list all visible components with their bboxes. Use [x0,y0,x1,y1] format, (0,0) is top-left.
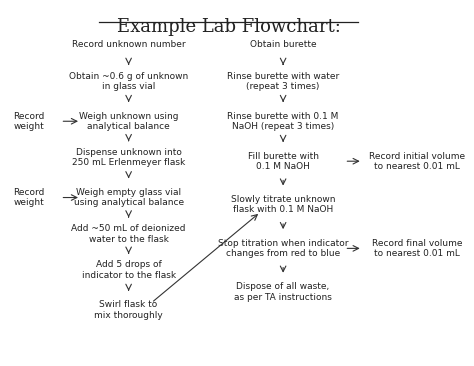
Text: Slowly titrate unknown
flask with 0.1 M NaOH: Slowly titrate unknown flask with 0.1 M … [231,195,336,214]
Text: Rinse burette with water
(repeat 3 times): Rinse burette with water (repeat 3 times… [227,72,339,91]
Text: Add ~50 mL of deionized
water to the flask: Add ~50 mL of deionized water to the fla… [72,224,186,243]
Text: Example Lab Flowchart:: Example Lab Flowchart: [117,18,340,36]
Text: Weigh unknown using
analytical balance: Weigh unknown using analytical balance [79,112,178,131]
Text: Dispense unknown into
250 mL Erlenmeyer flask: Dispense unknown into 250 mL Erlenmeyer … [72,148,185,167]
Text: Add 5 drops of
indicator to the flask: Add 5 drops of indicator to the flask [82,261,176,280]
Text: Weigh empty glass vial
using analytical balance: Weigh empty glass vial using analytical … [73,188,184,207]
Text: Record initial volume
to nearest 0.01 mL: Record initial volume to nearest 0.01 mL [369,152,465,171]
Text: Dispose of all waste,
as per TA instructions: Dispose of all waste, as per TA instruct… [234,282,332,302]
Text: Record
weight: Record weight [13,112,45,131]
Text: Obtain ~0.6 g of unknown
in glass vial: Obtain ~0.6 g of unknown in glass vial [69,72,188,91]
Text: Obtain burette: Obtain burette [250,41,317,49]
Text: Record final volume
to nearest 0.01 mL: Record final volume to nearest 0.01 mL [372,239,463,258]
Text: Stop titration when indicator
changes from red to blue: Stop titration when indicator changes fr… [218,239,348,258]
Text: Record unknown number: Record unknown number [72,41,185,49]
Text: Record
weight: Record weight [13,188,45,207]
Text: Swirl flask to
mix thoroughly: Swirl flask to mix thoroughly [94,300,163,320]
Text: Fill burette with
0.1 M NaOH: Fill burette with 0.1 M NaOH [247,152,319,171]
Text: Rinse burette with 0.1 M
NaOH (repeat 3 times): Rinse burette with 0.1 M NaOH (repeat 3 … [228,112,339,131]
